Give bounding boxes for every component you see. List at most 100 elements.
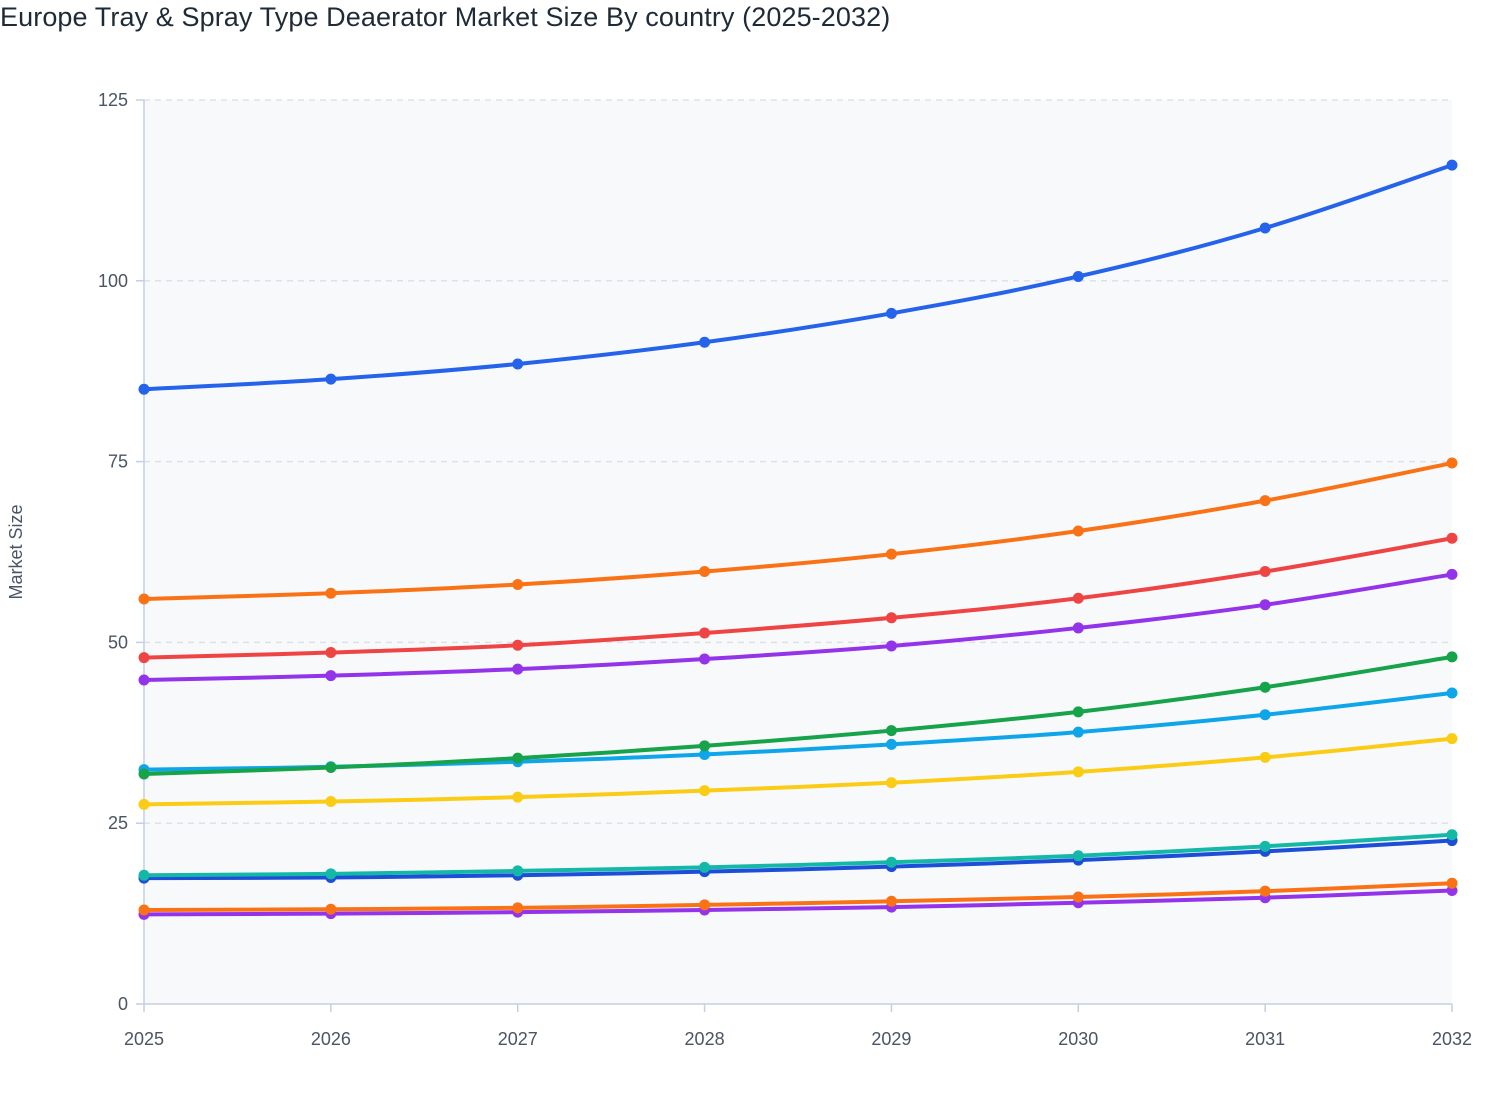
data-point[interactable] <box>699 748 711 760</box>
gridlines <box>144 99 1452 824</box>
series-line-9 <box>142 838 1454 881</box>
series-line-2 <box>142 461 1454 602</box>
data-point[interactable] <box>325 903 337 915</box>
y-tick-label: 0 <box>118 994 128 1014</box>
data-point[interactable] <box>885 612 897 624</box>
series-line-1 <box>142 163 1454 392</box>
data-point[interactable] <box>325 373 337 385</box>
data-point[interactable] <box>699 899 711 911</box>
data-point[interactable] <box>699 336 711 348</box>
data-point[interactable] <box>138 593 150 605</box>
data-point[interactable] <box>138 652 150 664</box>
data-point[interactable] <box>699 653 711 665</box>
data-point[interactable] <box>138 798 150 810</box>
data-point[interactable] <box>1446 568 1458 580</box>
data-point[interactable] <box>138 383 150 395</box>
series-line-7 <box>142 736 1454 807</box>
data-point[interactable] <box>325 762 337 774</box>
data-point[interactable] <box>885 856 897 868</box>
data-point[interactable] <box>885 895 897 907</box>
data-point[interactable] <box>1446 829 1458 841</box>
y-tick-label: 25 <box>108 813 128 833</box>
series-line-10 <box>142 881 1454 912</box>
data-point[interactable] <box>1259 681 1271 693</box>
data-point[interactable] <box>1446 877 1458 889</box>
data-point[interactable] <box>885 640 897 652</box>
x-tick-label: 2025 <box>124 1029 164 1049</box>
data-point[interactable] <box>512 791 524 803</box>
data-point[interactable] <box>325 868 337 880</box>
data-point[interactable] <box>1259 566 1271 578</box>
data-point[interactable] <box>325 587 337 599</box>
data-point[interactable] <box>1072 726 1084 738</box>
x-tick-label: 2028 <box>685 1029 725 1049</box>
data-point[interactable] <box>1259 751 1271 763</box>
data-point[interactable] <box>699 566 711 578</box>
data-point[interactable] <box>1259 885 1271 897</box>
data-point[interactable] <box>1446 532 1458 544</box>
data-point[interactable] <box>1446 159 1458 171</box>
data-point[interactable] <box>325 670 337 682</box>
data-point[interactable] <box>512 902 524 914</box>
data-point[interactable] <box>1446 687 1458 699</box>
data-point[interactable] <box>1072 622 1084 634</box>
data-point[interactable] <box>1259 495 1271 507</box>
data-point[interactable] <box>885 738 897 750</box>
axes: 0 25 50 75 100 125 2025 2026 2027 2028 2029 2030 203… <box>98 90 1472 1049</box>
series-line-8 <box>142 832 1454 878</box>
x-tick-label: 2027 <box>498 1029 538 1049</box>
data-point[interactable] <box>699 627 711 639</box>
data-point[interactable] <box>1072 891 1084 903</box>
y-axis-title: Market Size <box>6 504 26 599</box>
data-point[interactable] <box>512 865 524 877</box>
data-point[interactable] <box>512 579 524 591</box>
series-line-5 <box>142 654 1454 777</box>
y-tick-label: 125 <box>98 90 128 110</box>
series-lines <box>142 163 1454 917</box>
data-point[interactable] <box>1072 592 1084 604</box>
x-tick-label: 2026 <box>311 1029 351 1049</box>
data-point[interactable] <box>512 663 524 675</box>
data-point[interactable] <box>885 777 897 789</box>
x-tick-label: 2029 <box>871 1029 911 1049</box>
data-point[interactable] <box>138 869 150 881</box>
data-point[interactable] <box>699 785 711 797</box>
data-point[interactable] <box>885 725 897 737</box>
data-point[interactable] <box>1072 525 1084 537</box>
data-point[interactable] <box>325 647 337 659</box>
y-tick-label: 100 <box>98 271 128 291</box>
chart-title: Europe Tray & Spray Type Deaerator Marke… <box>0 2 891 32</box>
series-line-4 <box>142 572 1454 683</box>
x-tick-label: 2030 <box>1058 1029 1098 1049</box>
data-point[interactable] <box>512 639 524 651</box>
data-point[interactable] <box>1259 840 1271 852</box>
data-point[interactable] <box>1259 222 1271 234</box>
data-points <box>138 159 1458 920</box>
data-point[interactable] <box>1446 733 1458 745</box>
data-point[interactable] <box>885 548 897 560</box>
data-point[interactable] <box>512 752 524 764</box>
x-tick-label: 2031 <box>1245 1029 1285 1049</box>
data-point[interactable] <box>1259 709 1271 721</box>
data-point[interactable] <box>699 740 711 752</box>
data-point[interactable] <box>1072 270 1084 282</box>
series-line-11 <box>142 888 1454 917</box>
y-tick-label: 75 <box>108 452 128 472</box>
data-point[interactable] <box>512 358 524 370</box>
data-point[interactable] <box>325 796 337 808</box>
data-point[interactable] <box>1446 457 1458 469</box>
data-point[interactable] <box>138 674 150 686</box>
data-point[interactable] <box>1072 766 1084 778</box>
data-point[interactable] <box>1072 850 1084 862</box>
y-tick-label: 50 <box>108 632 128 652</box>
data-point[interactable] <box>138 904 150 916</box>
data-point[interactable] <box>885 307 897 319</box>
data-point[interactable] <box>1259 599 1271 611</box>
data-point[interactable] <box>1072 706 1084 718</box>
series-line-3 <box>142 536 1454 660</box>
data-point[interactable] <box>138 768 150 780</box>
data-point[interactable] <box>1446 651 1458 663</box>
data-point[interactable] <box>699 861 711 873</box>
x-tick-label: 2032 <box>1432 1029 1472 1049</box>
